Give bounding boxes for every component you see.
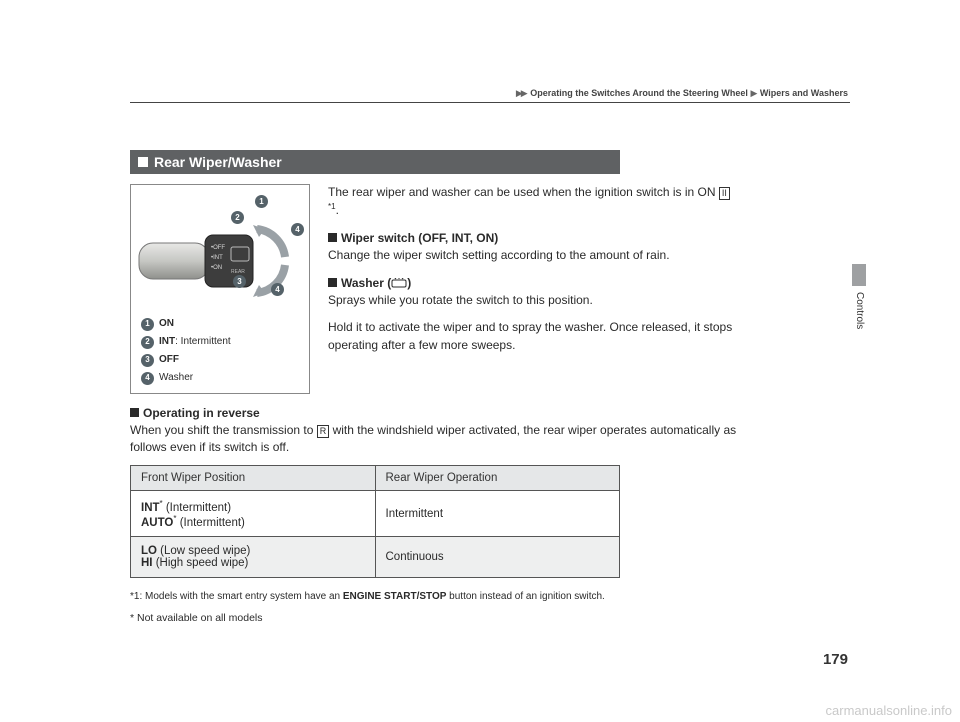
sub2-title: Washer () [341, 276, 411, 290]
intro-paragraph: The rear wiper and washer can be used wh… [328, 184, 740, 220]
auto-note: (Intermittent) [177, 516, 245, 528]
cell-lo-hi: LO (Low speed wipe) HI (High speed wipe) [131, 537, 376, 578]
badge-1: 1 [141, 318, 154, 331]
table-row: INT* (Intermittent) AUTO* (Intermittent)… [131, 490, 620, 537]
int-note: (Intermittent) [163, 502, 231, 514]
page-number: 179 [823, 651, 848, 668]
breadcrumb: ▶▶ Operating the Switches Around the Ste… [516, 88, 848, 99]
hi-label: HI [141, 557, 153, 569]
intro-boxed: II [719, 187, 730, 200]
cell-intermittent: Intermittent [375, 490, 620, 537]
op-reverse-body: When you shift the transmission to R wit… [130, 422, 740, 457]
description-column: The rear wiper and washer can be used wh… [328, 184, 740, 394]
op-reverse-boxed: R [317, 425, 330, 438]
sub1-title: Wiper switch (OFF, INT, ON) [341, 231, 498, 245]
legend-row-2: 2 INT: Intermittent [141, 333, 231, 351]
diagram-legend: 1 ON 2 INT: Intermittent 3 OFF 4 Washer [141, 315, 231, 387]
lo-note: (Low speed wipe) [157, 545, 250, 557]
legend-row-4: 4 Washer [141, 369, 231, 387]
sub1-body: Change the wiper switch setting accordin… [328, 248, 670, 262]
fn1-bold: ENGINE START/STOP [343, 591, 447, 602]
diagram-frame: •OFF •INT •ON REAR 1 2 4 3 4 [130, 184, 310, 394]
side-tab [852, 264, 866, 286]
legend-row-1: 1 ON [141, 315, 231, 333]
svg-text:•INT: •INT [211, 255, 223, 261]
footnote-1: *1: Models with the smart entry system h… [130, 590, 740, 604]
int-label: INT [141, 502, 160, 514]
square-icon [130, 408, 139, 417]
sub2: Washer () Sprays while you rotate the sw… [328, 275, 740, 310]
badge-4: 4 [141, 372, 154, 385]
wiper-stalk-illustration: •OFF •INT •ON REAR [137, 215, 307, 315]
intro-sup: *1 [328, 202, 336, 211]
hi-note: (High speed wipe) [153, 557, 249, 569]
callout-1: 1 [255, 195, 268, 208]
footnote-2: * Not available on all models [130, 612, 740, 624]
square-icon [328, 278, 337, 287]
th-rear: Rear Wiper Operation [375, 465, 620, 490]
wiper-table: Front Wiper Position Rear Wiper Operatio… [130, 465, 620, 579]
arrow-icon: ▶▶ [516, 88, 526, 98]
operating-in-reverse: Operating in reverse When you shift the … [130, 406, 740, 624]
badge-3: 3 [141, 354, 154, 367]
section-title-bar: Rear Wiper/Washer [130, 150, 620, 174]
breadcrumb-section: Operating the Switches Around the Steeri… [530, 88, 748, 98]
square-icon [138, 157, 148, 167]
cell-int-auto: INT* (Intermittent) AUTO* (Intermittent) [131, 490, 376, 537]
legend-2-bold: INT [159, 336, 175, 347]
legend-3-bold: OFF [159, 354, 179, 365]
legend-2-rest: : Intermittent [175, 336, 231, 347]
header-rule [130, 102, 850, 103]
section-title: Rear Wiper/Washer [154, 154, 282, 170]
table-header-row: Front Wiper Position Rear Wiper Operatio… [131, 465, 620, 490]
washer-icon [391, 278, 407, 288]
sub2-body2: Hold it to activate the wiper and to spr… [328, 319, 740, 354]
side-tab-label: Controls [854, 292, 865, 329]
square-icon [328, 233, 337, 242]
diagram-box: •OFF •INT •ON REAR 1 2 4 3 4 [130, 184, 310, 394]
watermark: carmanualsonline.info [826, 703, 952, 718]
op-reverse-pre: When you shift the transmission to [130, 423, 317, 437]
legend-1-bold: ON [159, 318, 174, 329]
fn1-pre: *1: Models with the smart entry system h… [130, 591, 343, 602]
callout-4b: 4 [271, 283, 284, 296]
svg-text:•ON: •ON [211, 265, 222, 271]
breadcrumb-subsection: Wipers and Washers [760, 88, 848, 98]
callout-2: 2 [231, 211, 244, 224]
sub2-body: Sprays while you rotate the switch to th… [328, 293, 593, 307]
svg-text:•OFF: •OFF [211, 245, 225, 251]
badge-2: 2 [141, 336, 154, 349]
callout-3: 3 [233, 275, 246, 288]
table-row: LO (Low speed wipe) HI (High speed wipe)… [131, 537, 620, 578]
legend-4-rest: Washer [159, 372, 193, 383]
intro-text: The rear wiper and washer can be used wh… [328, 185, 719, 199]
callout-4a: 4 [291, 223, 304, 236]
arrow-icon: ▶ [750, 88, 755, 98]
fn1-post: button instead of an ignition switch. [446, 591, 604, 602]
op-reverse-title: Operating in reverse [143, 406, 260, 420]
sub1: Wiper switch (OFF, INT, ON) Change the w… [328, 230, 740, 265]
th-front: Front Wiper Position [131, 465, 376, 490]
main-content: Rear Wiper/Washer •OFF •INT [130, 150, 740, 624]
lo-label: LO [141, 545, 157, 557]
cell-continuous: Continuous [375, 537, 620, 578]
legend-row-3: 3 OFF [141, 351, 231, 369]
op-reverse-heading: Operating in reverse [130, 406, 740, 420]
auto-label: AUTO [141, 516, 173, 528]
